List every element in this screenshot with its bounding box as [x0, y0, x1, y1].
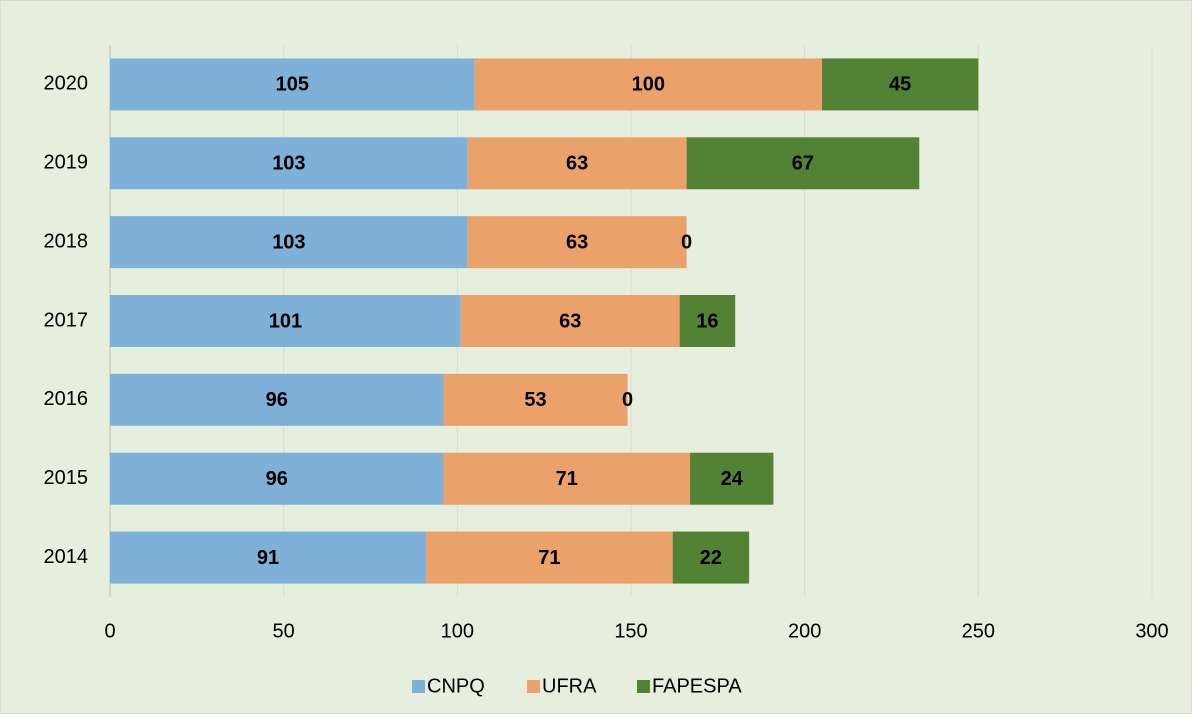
legend-swatch — [527, 680, 540, 693]
x-tick-label: 50 — [273, 620, 295, 642]
data-label: 103 — [272, 153, 305, 175]
bar-segment — [110, 216, 468, 269]
x-tick-label: 0 — [104, 620, 115, 642]
data-label: 24 — [721, 468, 744, 490]
bar-segment — [679, 295, 736, 347]
bar-segment — [467, 137, 687, 190]
legend-label: UFRA — [542, 675, 597, 697]
data-label: 63 — [566, 231, 588, 253]
data-label: 103 — [272, 231, 305, 253]
bar-segment — [110, 452, 444, 505]
x-tick-label: 150 — [614, 620, 647, 642]
bar-segment — [690, 452, 774, 505]
data-label: 45 — [889, 74, 911, 96]
data-label: 0 — [622, 389, 633, 411]
data-label: 101 — [269, 310, 302, 332]
x-tick-label: 250 — [962, 620, 995, 642]
y-tick-label: 2015 — [44, 467, 89, 489]
data-label: 53 — [524, 389, 546, 411]
legend-swatch — [637, 680, 650, 693]
bar-segment — [426, 531, 673, 584]
data-label: 67 — [792, 153, 814, 175]
bar-segment — [110, 295, 461, 347]
data-label: 100 — [632, 74, 665, 96]
y-tick-label: 2019 — [44, 152, 89, 174]
data-label: 63 — [559, 310, 581, 332]
data-label: 105 — [276, 74, 309, 96]
data-label: 22 — [700, 547, 722, 569]
bar-segment — [110, 531, 427, 584]
y-tick-label: 2016 — [44, 388, 89, 410]
bar-segment — [686, 137, 920, 190]
bar-segment — [460, 295, 680, 347]
bar-segment — [822, 58, 979, 111]
data-label: 63 — [566, 153, 588, 175]
bar-segment — [443, 452, 691, 505]
y-tick-label: 2018 — [44, 230, 89, 252]
legend-label: FAPESPA — [652, 675, 742, 697]
bar-segment — [110, 137, 468, 190]
bar-segment — [474, 58, 823, 111]
bar-segment — [110, 58, 475, 111]
data-label: 71 — [538, 547, 560, 569]
data-label: 96 — [266, 468, 288, 490]
data-label: 91 — [257, 547, 279, 569]
x-tick-label: 300 — [1135, 620, 1168, 642]
y-tick-label: 2020 — [44, 73, 89, 95]
bar-segment — [443, 373, 628, 426]
bar-segment — [672, 531, 750, 584]
legend-swatch — [412, 680, 425, 693]
legend-label: CNPQ — [427, 675, 485, 697]
data-label: 96 — [266, 389, 288, 411]
data-label: 0 — [681, 231, 692, 253]
bar-segment — [110, 373, 444, 426]
x-tick-label: 200 — [788, 620, 821, 642]
x-tick-label: 100 — [441, 620, 474, 642]
y-tick-label: 2017 — [44, 309, 89, 331]
data-label: 16 — [696, 310, 718, 332]
data-label: 71 — [556, 468, 578, 490]
y-tick-label: 2014 — [44, 546, 89, 568]
bar-segment — [467, 216, 687, 269]
